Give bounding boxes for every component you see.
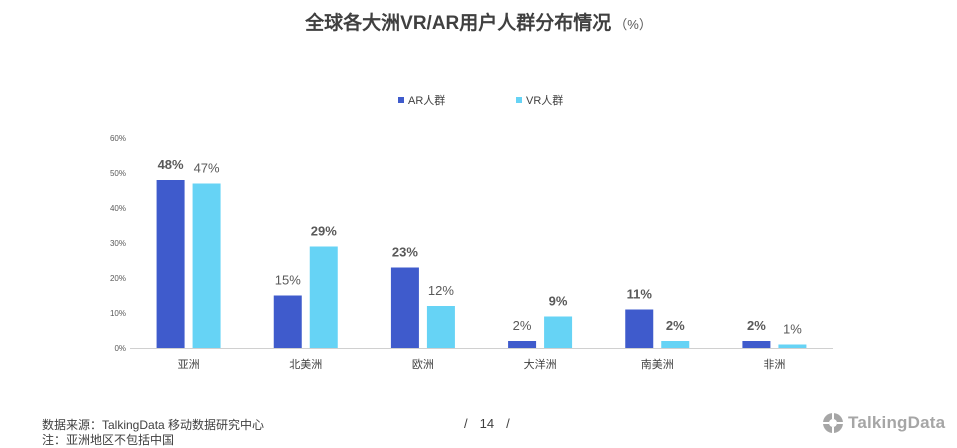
page-number-block: / 14 / [458,416,516,431]
chart-title-unit: （%） [614,17,652,32]
x-tick-label: 北美洲 [289,358,322,371]
y-tick-label: 40% [110,204,126,213]
page-separator-right: / [506,416,510,431]
y-tick-label: 10% [110,309,126,318]
bar [192,183,221,348]
bar [778,344,807,348]
bar [309,246,338,348]
data-label: 47% [194,161,220,176]
footnote: 注：亚洲地区不包括中国 [42,433,175,447]
page-separator-left: / [464,416,468,431]
data-label: 11% [627,287,653,302]
brand-name: TalkingData [848,413,946,432]
page-number: 14 [479,416,495,431]
x-tick-label: 非洲 [763,358,785,371]
data-label: 9% [549,294,568,309]
bar [544,316,573,348]
x-tick-label: 大洋洲 [524,357,557,371]
data-label: 15% [275,273,301,288]
y-tick-label: 50% [110,169,126,178]
talkingdata-logo-icon [823,413,843,433]
x-tick-label: 欧洲 [412,358,434,371]
y-tick-label: 60% [110,134,126,143]
brand-logo: TalkingData [822,410,945,436]
bar [273,295,302,348]
bar [390,267,419,348]
bar [426,306,455,348]
chart-title: 全球各大洲VR/AR用户人群分布情况 [305,13,612,34]
bar [156,180,185,348]
y-tick-label: 0% [114,344,126,353]
data-label: 2% [513,318,532,333]
legend-label: AR人群 [408,93,445,107]
y-tick-label: 20% [110,274,126,283]
bar [661,341,690,348]
legend-label: VR人群 [526,93,563,107]
legend-swatch [516,97,522,103]
x-tick-label: 亚洲 [178,359,200,371]
data-label: 23% [392,245,418,260]
data-source-note: 数据来源：TalkingData 移动数据研究中心 [42,418,265,432]
data-label: 48% [158,157,184,172]
bar [625,309,654,348]
data-label: 2% [747,318,766,333]
data-label: 12% [428,283,454,298]
bar [508,341,537,348]
chart-title-block: 全球各大洲VR/AR用户人群分布情况 （%） [0,8,957,35]
data-label: 2% [666,318,685,333]
x-tick-label: 南美洲 [641,358,674,371]
data-label: 29% [311,224,337,239]
bar [742,341,771,348]
legend-swatch [398,97,404,103]
y-tick-label: 30% [110,239,126,248]
data-label: 1% [783,322,802,337]
